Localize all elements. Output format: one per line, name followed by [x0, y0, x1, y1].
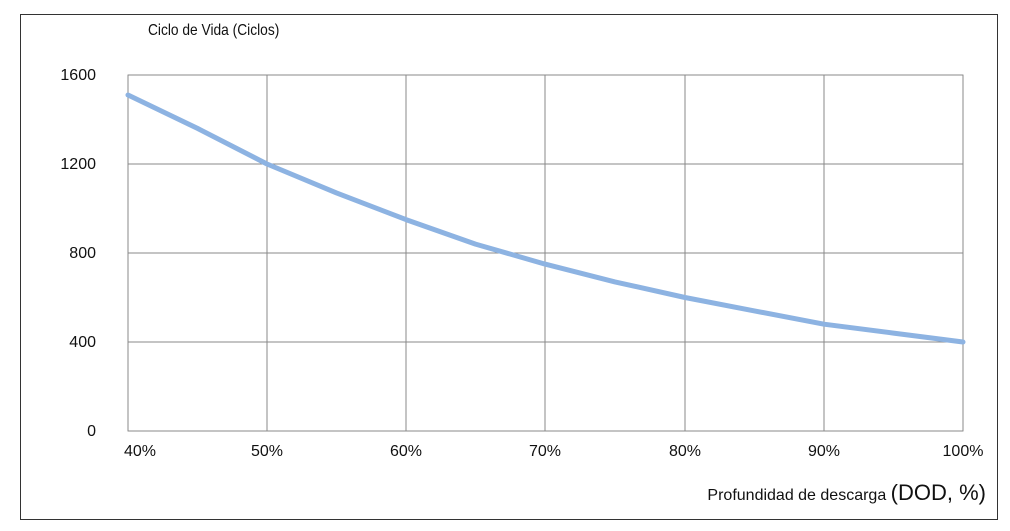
x-tick-label: 70% — [529, 443, 561, 460]
x-tick-label: 80% — [669, 443, 701, 460]
y-tick-label: 0 — [87, 423, 96, 440]
y-tick-label: 1200 — [60, 156, 96, 173]
x-tick-label: 60% — [390, 443, 422, 460]
x-axis-label-unit: (DOD, %) — [890, 480, 986, 505]
x-axis-label-text: Profundidad de descarga — [707, 487, 887, 504]
series-line — [125, 92, 966, 345]
chart-frame — [20, 14, 998, 520]
x-axis-label: Profundidad de descarga (DOD, %) — [707, 480, 986, 506]
x-tick-label: 50% — [251, 443, 283, 460]
y-tick-label: 800 — [69, 245, 96, 262]
y-axis-label: Ciclo de Vida (Ciclos) — [148, 22, 280, 39]
x-tick-label: 90% — [808, 443, 840, 460]
y-tick-label: 1600 — [60, 67, 96, 84]
y-tick-label: 400 — [69, 334, 96, 351]
x-tick-label: 100% — [943, 443, 984, 460]
x-tick-label: 40% — [124, 443, 156, 460]
